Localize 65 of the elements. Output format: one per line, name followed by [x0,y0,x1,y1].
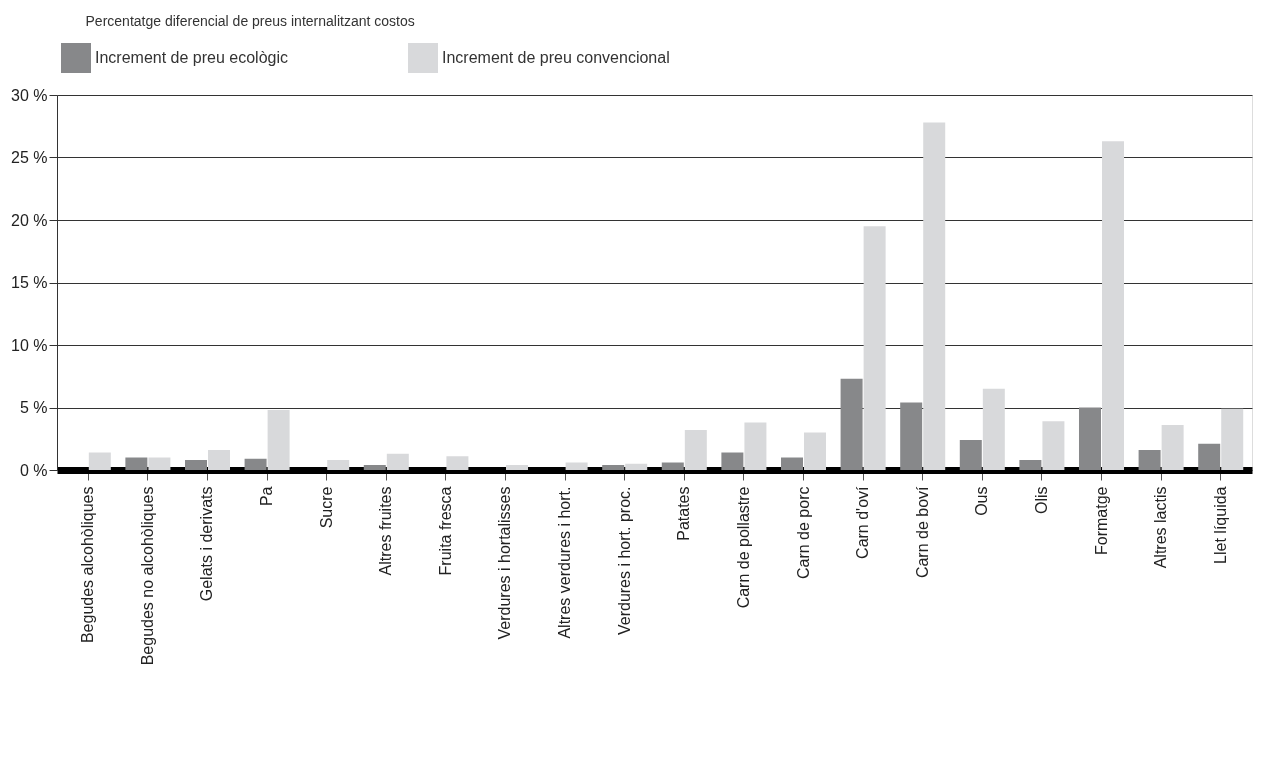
bar [602,465,625,470]
y-tick-label: 20 % [11,211,48,229]
bar [863,226,886,470]
bar [148,457,171,470]
bar [1102,141,1125,470]
bar [1078,407,1101,470]
bar [900,402,923,470]
chart-title: Percentatge diferencial de preus internalitzant costos [85,13,415,29]
x-tick-label: Fruita fresca [436,486,454,576]
bar [1161,425,1184,470]
x-tick-label: Olis [1032,486,1050,515]
bar [184,460,207,470]
x-tick-label: Patates [675,486,693,541]
bar [721,452,744,470]
bar [244,458,267,470]
x-tick-label: Begudes no alcohòliques [138,486,156,666]
bar [661,462,684,470]
y-tick-label: 5 % [19,399,48,416]
x-tick-label: Llet líquida [1211,486,1229,564]
x-tick-label: Formatge [1092,486,1110,555]
bar [804,432,827,470]
x-tick-label: Verdures i hortalisses [496,486,514,640]
bar [327,460,350,470]
y-tick-label: 0 % [19,461,48,479]
bar [363,465,386,470]
bar [1198,443,1221,470]
x-tick-label: Gelats i derivats [198,486,216,602]
bar [208,450,231,470]
bar [446,456,469,470]
bar [506,465,529,470]
y-tick-label: 15 % [11,274,48,291]
bar [744,422,767,470]
bar [625,463,648,470]
y-tick-label: 25 % [11,149,48,166]
x-tick-label: Carn de porc [794,486,812,579]
bar [684,430,707,470]
bar [565,462,588,470]
bar [267,410,290,470]
legend-label: Increment de preu convencional [442,49,670,66]
x-tick-label: Carn de boví [913,485,931,579]
x-tick-label: Verdures i hort. proc. [615,486,633,636]
x-tick-label: Altres lactis [1152,486,1170,569]
bar [125,457,148,470]
x-tick-label: Begudes alcohòliques [79,486,97,644]
y-tick-label: 30 % [11,86,48,104]
bar [959,440,982,470]
bar [386,453,409,470]
x-tick-label: Altres verdures i hort. [556,486,574,639]
x-tick-label: Sucre [317,486,335,529]
bar [1019,460,1042,470]
bar [923,122,946,470]
bar [1221,408,1244,470]
legend-label: Increment de preu ecològic [95,49,288,66]
bar [840,378,863,470]
y-tick-label: 10 % [11,336,48,354]
x-tick-label: Carn de pollastre [734,486,752,609]
x-tick-label: Carn d'oví [854,485,872,559]
x-tick-label: Altres fruites [377,486,395,576]
bar [1138,450,1161,470]
bar [780,457,803,470]
bar [982,388,1005,470]
bar [1042,421,1065,470]
x-tick-label: Pa [258,486,276,507]
x-tick-label: Ous [973,486,991,516]
bar [88,452,111,470]
